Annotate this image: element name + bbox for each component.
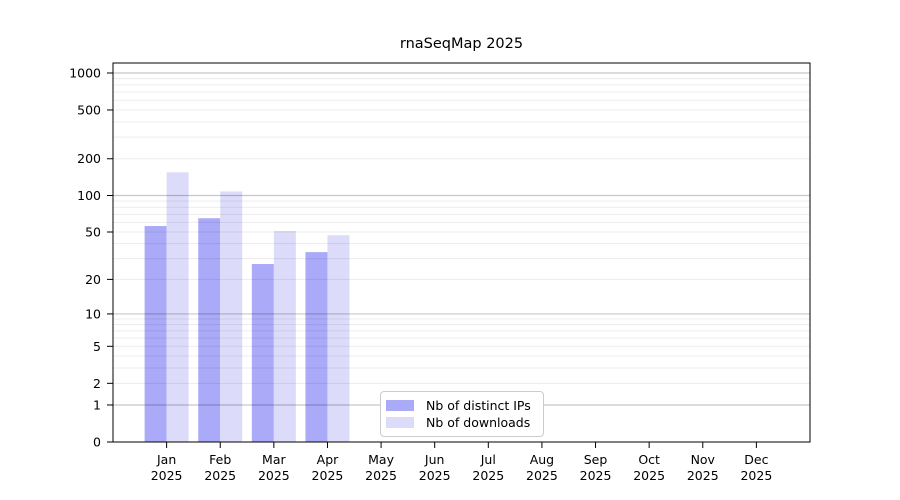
x-tick-label-year: 2025: [419, 468, 451, 483]
x-tick-label-year: 2025: [472, 468, 504, 483]
bar-distinct-ips: [251, 264, 274, 442]
y-tick-label: 20: [85, 272, 101, 287]
bar-downloads: [166, 172, 189, 442]
y-tick-label: 200: [77, 151, 101, 166]
y-tick-label: 10: [85, 306, 101, 321]
x-tick-label-month: Sep: [584, 452, 608, 467]
legend: Nb of distinct IPs Nb of downloads: [380, 391, 544, 437]
bar-distinct-ips: [305, 252, 328, 442]
y-tick-label: 0: [93, 435, 101, 450]
x-tick-label-year: 2025: [687, 468, 719, 483]
y-tick-label: 2: [93, 376, 101, 391]
y-tick-label: 5: [93, 339, 101, 354]
x-tick-label-year: 2025: [258, 468, 290, 483]
x-tick-label-month: Dec: [744, 452, 768, 467]
x-tick-label-month: May: [368, 452, 394, 467]
bar-downloads: [273, 230, 296, 442]
bar-distinct-ips: [198, 218, 221, 442]
x-tick-label-month: Mar: [262, 452, 286, 467]
x-tick-label-month: Aug: [530, 452, 554, 467]
axis-frame: [112, 62, 811, 443]
legend-item-downloads: Nb of downloads: [386, 414, 535, 431]
bar-distinct-ips: [144, 226, 167, 442]
x-tick-label-year: 2025: [365, 468, 397, 483]
y-tick-label: 50: [85, 224, 101, 239]
y-tick-label: 100: [77, 188, 101, 203]
x-tick-label-month: Jan: [156, 452, 176, 467]
x-tick-label-month: Jun: [424, 452, 445, 467]
legend-swatch-downloads: [386, 417, 414, 428]
x-tick-label-month: Jul: [480, 452, 496, 467]
x-tick-label-year: 2025: [740, 468, 772, 483]
y-tick-label: 1: [93, 397, 101, 412]
legend-swatch-distinct-ips: [386, 400, 414, 411]
x-tick-label-month: Oct: [638, 452, 660, 467]
legend-label-distinct-ips: Nb of distinct IPs: [426, 398, 531, 413]
y-tick-label: 1000: [69, 66, 101, 81]
legend-label-downloads: Nb of downloads: [426, 415, 531, 430]
chart-title: rnaSeqMap 2025: [399, 36, 524, 52]
y-tick-label: 500: [77, 102, 101, 117]
x-tick-label-year: 2025: [633, 468, 665, 483]
legend-item-distinct-ips: Nb of distinct IPs: [386, 397, 535, 414]
x-tick-label-month: Apr: [317, 452, 339, 467]
x-tick-label-year: 2025: [312, 468, 344, 483]
x-tick-label-year: 2025: [151, 468, 183, 483]
x-tick-label-year: 2025: [526, 468, 558, 483]
bar-downloads: [327, 235, 350, 442]
x-tick-label-month: Nov: [691, 452, 716, 467]
bar-downloads: [220, 191, 243, 442]
x-tick-label-year: 2025: [204, 468, 236, 483]
x-tick-label-year: 2025: [580, 468, 612, 483]
x-tick-label-month: Feb: [209, 452, 231, 467]
